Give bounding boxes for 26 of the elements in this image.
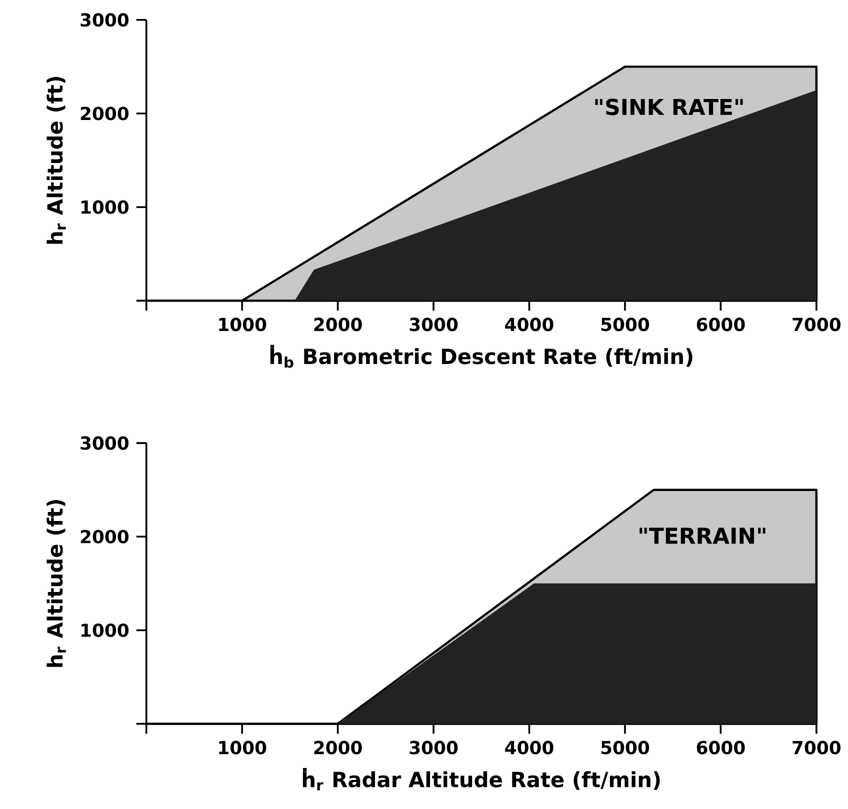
x-tick-label: 5000 [601,317,650,331]
y-tick-label: 3000 [80,436,129,450]
x-tick-label: 7000 [792,740,841,754]
y-axis-title: h$_{r}$ Altitude (ft) [46,500,66,667]
x-tick-label: 5000 [601,740,650,754]
annotation: "SINK RATE" [595,98,743,116]
x-tick-label: 6000 [696,740,745,754]
x-tick-label: 4000 [505,317,554,331]
y-tick-label: 1000 [82,200,129,214]
y-tick-label: 3000 [80,12,129,26]
y-axis-title: h$_{r}$ Altitude (ft) [46,76,66,244]
x-axis-title: ḣ$_{r}$ Radar Altitude Rate (ft/min) [302,768,660,790]
x-tick-label: 6000 [696,317,745,331]
x-tick-label: 4000 [505,740,554,754]
x-tick-label: 2000 [314,317,362,331]
x-tick-label: 1000 [219,740,266,754]
y-tick-label: 2000 [80,530,129,544]
x-tick-label: 1000 [219,317,266,331]
x-axis-title: ḣ$_{b}$ Barometric Descent Rate (ft/min) [270,344,692,368]
y-tick-label: 2000 [80,106,129,120]
x-tick-label: 7000 [792,317,841,331]
y-tick-label: 1000 [82,623,129,637]
x-tick-label: 2000 [314,740,362,754]
x-tick-label: 3000 [410,317,458,331]
x-tick-label: 3000 [410,740,458,754]
annotation: "TERRAIN" [640,528,766,544]
